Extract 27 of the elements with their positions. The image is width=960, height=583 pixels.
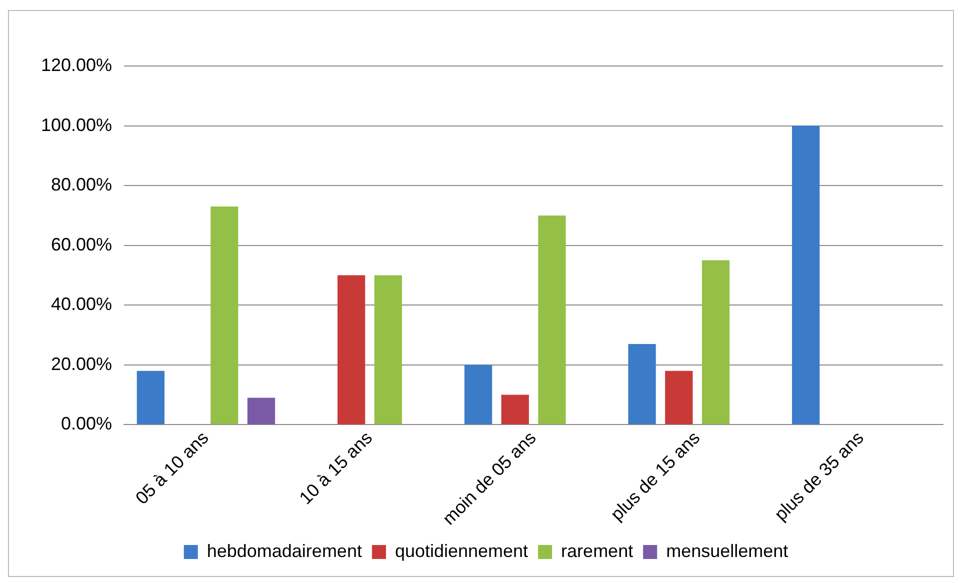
bar (247, 398, 276, 424)
y-tick-label: 120.00% (40, 54, 112, 75)
bar (210, 206, 238, 424)
x-tick-label: 10 à 15 ans (295, 428, 376, 508)
x-tick-label: plus de 35 ans (770, 428, 868, 524)
y-tick-label: 80.00% (50, 174, 112, 195)
bar (374, 275, 402, 424)
legend-label: hebdomadairement (206, 540, 362, 561)
x-tick-label: plus de 15 ans (606, 428, 704, 524)
bar (628, 344, 656, 424)
y-tick-label: 0.00% (61, 414, 112, 434)
bar (464, 364, 492, 424)
y-tick-label: 20.00% (50, 354, 112, 374)
legend-label: rarement (561, 540, 634, 561)
bar (337, 275, 366, 424)
bar (136, 370, 164, 424)
bar (538, 215, 566, 424)
bar (501, 394, 529, 424)
y-tick-label: 60.00% (50, 234, 112, 254)
x-tick-label: 05 à 10 ans (132, 428, 212, 508)
legend-label: mensuellement (666, 540, 788, 561)
y-tick-label: 40.00% (50, 294, 112, 314)
bar (792, 126, 820, 424)
legend-label: quotidiennement (394, 540, 528, 561)
bar (702, 260, 730, 424)
y-tick-label: 100.00% (40, 114, 112, 135)
bar (665, 370, 693, 424)
